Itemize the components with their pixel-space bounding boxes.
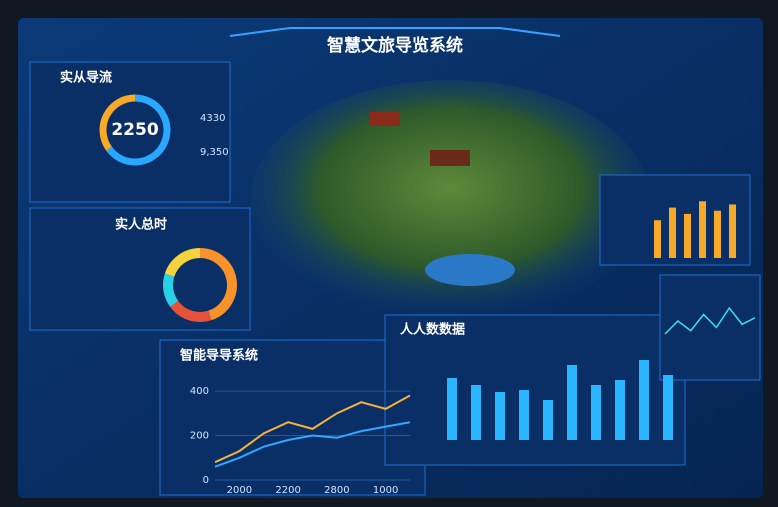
bar bbox=[447, 378, 457, 440]
bar bbox=[714, 210, 721, 258]
donut-segment bbox=[106, 94, 171, 166]
bar bbox=[615, 380, 625, 440]
bar bbox=[684, 213, 691, 258]
bar bbox=[519, 390, 529, 440]
bar bbox=[639, 360, 649, 440]
bar bbox=[567, 365, 577, 440]
bar bbox=[471, 385, 481, 440]
bar bbox=[543, 400, 553, 440]
y-tick-label: 200 bbox=[190, 431, 209, 442]
title: 智慧文旅导览系统 bbox=[327, 35, 463, 56]
mountain bbox=[250, 80, 650, 320]
donut-center: 2250 bbox=[111, 120, 158, 140]
line bbox=[664, 306, 756, 335]
donut-segment bbox=[170, 300, 212, 322]
panel-title: 智能导导系统 bbox=[180, 348, 258, 364]
panel bbox=[659, 274, 761, 381]
x-tick-label: 2200 bbox=[275, 485, 300, 496]
panel bbox=[384, 314, 686, 466]
bar bbox=[669, 207, 676, 258]
line bbox=[214, 421, 411, 468]
y-tick-label: 400 bbox=[190, 386, 209, 397]
donut-segment bbox=[199, 248, 237, 321]
line bbox=[214, 394, 411, 464]
x-tick-label: 2800 bbox=[324, 485, 349, 496]
panel bbox=[29, 61, 231, 203]
donut-segment bbox=[163, 273, 179, 307]
panel-title: 实人总时 bbox=[115, 217, 167, 233]
bar bbox=[654, 220, 661, 258]
donut-segment bbox=[164, 248, 201, 277]
bar bbox=[729, 204, 736, 258]
temple bbox=[430, 150, 470, 166]
bar bbox=[699, 201, 706, 258]
stat: 4330 bbox=[200, 113, 225, 124]
lake bbox=[425, 254, 515, 286]
donut-segment bbox=[99, 94, 136, 151]
header-frame bbox=[229, 27, 561, 37]
panel-title: 人人数数据 bbox=[400, 322, 465, 338]
panel bbox=[159, 339, 426, 496]
bar bbox=[591, 385, 601, 440]
bar bbox=[663, 375, 673, 440]
panel-title: 实从导流 bbox=[60, 70, 112, 86]
stat: 9,350 bbox=[200, 147, 229, 158]
temple bbox=[370, 112, 400, 126]
x-tick-label: 2000 bbox=[227, 485, 252, 496]
bar bbox=[495, 392, 505, 440]
y-tick-label: 0 bbox=[203, 475, 209, 486]
x-tick-label: 1000 bbox=[373, 485, 398, 496]
